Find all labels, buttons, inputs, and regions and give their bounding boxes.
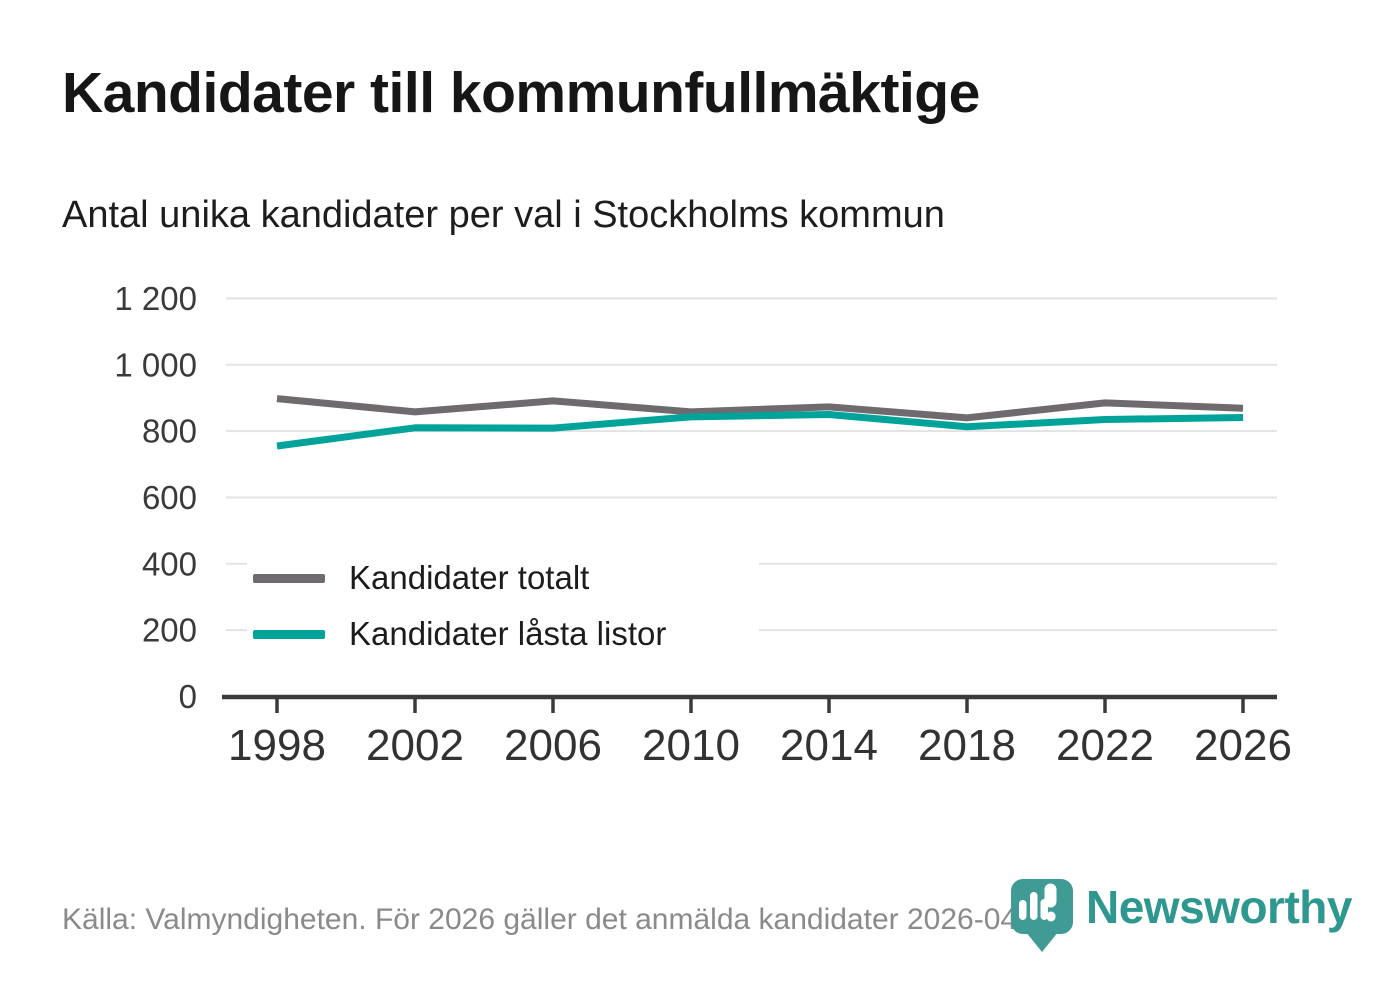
y-tick-label: 1 000 <box>114 346 197 383</box>
legend-item-total: Kandidater totalt <box>247 550 759 606</box>
y-tick-label: 1 200 <box>114 280 197 317</box>
x-tick-label: 2006 <box>504 721 602 770</box>
y-tick-label: 200 <box>142 612 197 649</box>
newsworthy-wordmark: Newsworthy <box>1086 881 1352 933</box>
newsworthy-brand: Newsworthy <box>1011 879 1352 955</box>
legend-swatch-locked <box>253 629 325 639</box>
x-tick-label: 2014 <box>780 721 878 770</box>
source-note: Källa: Valmyndigheten. För 2026 gäller d… <box>62 903 1069 936</box>
legend-label-total: Kandidater totalt <box>349 559 590 596</box>
y-tick-label: 600 <box>142 479 197 516</box>
x-tick-label: 1998 <box>228 721 326 770</box>
x-tick-label: 2018 <box>918 721 1016 770</box>
y-tick-label: 800 <box>142 413 197 450</box>
x-tick-label: 2010 <box>642 721 740 770</box>
x-tick-label: 2026 <box>1194 721 1292 770</box>
page-title: Kandidater till kommunfullmäktige <box>62 61 980 125</box>
y-tick-label: 400 <box>142 545 197 582</box>
series-line-kandidater-totalt <box>276 395 1244 422</box>
x-tick-label: 2002 <box>366 721 464 770</box>
chart-legend: Kandidater totalt Kandidater låsta listo… <box>247 550 759 662</box>
legend-swatch-total <box>253 573 325 583</box>
legend-item-locked: Kandidater låsta listor <box>247 606 759 662</box>
newsworthy-logo-icon <box>1011 879 1073 952</box>
legend-label-locked: Kandidater låsta listor <box>349 615 667 652</box>
chart-subtitle: Antal unika kandidater per val i Stockho… <box>62 194 945 236</box>
x-tick-label: 2022 <box>1056 721 1154 770</box>
series-line-kandidater-l-sta-listor <box>276 411 1244 450</box>
y-tick-label: 0 <box>179 678 197 715</box>
